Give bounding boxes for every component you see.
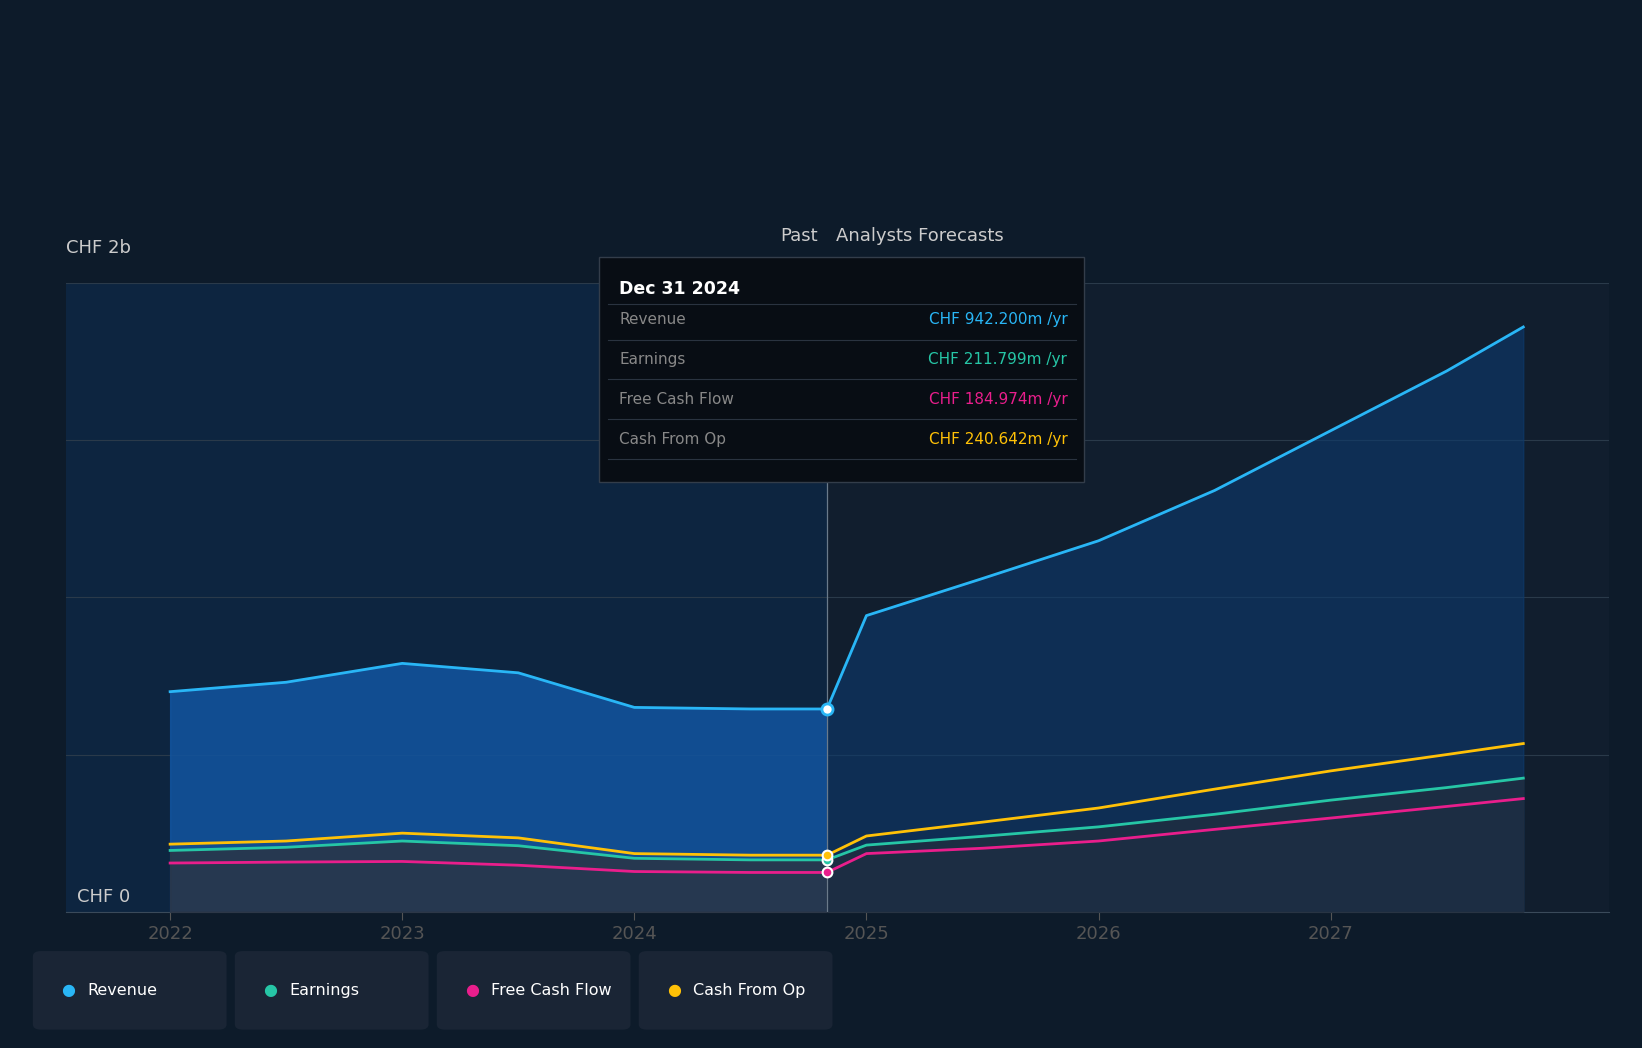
Bar <box>66 283 828 912</box>
Text: Analysts Forecasts: Analysts Forecasts <box>836 227 1003 245</box>
Text: Earnings: Earnings <box>289 983 360 998</box>
Text: CHF 2b: CHF 2b <box>66 239 131 257</box>
Text: Cash From Op: Cash From Op <box>693 983 805 998</box>
Text: Cash From Op: Cash From Op <box>619 432 726 446</box>
Text: Earnings: Earnings <box>619 352 685 367</box>
Text: ●: ● <box>465 983 479 998</box>
Text: CHF 0: CHF 0 <box>77 888 130 907</box>
Text: CHF 184.974m /yr: CHF 184.974m /yr <box>928 392 1067 407</box>
Text: CHF 942.200m /yr: CHF 942.200m /yr <box>928 312 1067 327</box>
Text: ●: ● <box>263 983 277 998</box>
Text: Dec 31 2024: Dec 31 2024 <box>619 280 741 298</box>
Text: Past: Past <box>780 227 818 245</box>
Text: Revenue: Revenue <box>87 983 158 998</box>
Bar <box>828 283 1609 912</box>
Text: CHF 240.642m /yr: CHF 240.642m /yr <box>928 432 1067 446</box>
Text: Free Cash Flow: Free Cash Flow <box>619 392 734 407</box>
Text: CHF 211.799m /yr: CHF 211.799m /yr <box>928 352 1067 367</box>
Text: Free Cash Flow: Free Cash Flow <box>491 983 611 998</box>
Text: ●: ● <box>61 983 76 998</box>
Text: ●: ● <box>667 983 681 998</box>
Text: Revenue: Revenue <box>619 312 686 327</box>
